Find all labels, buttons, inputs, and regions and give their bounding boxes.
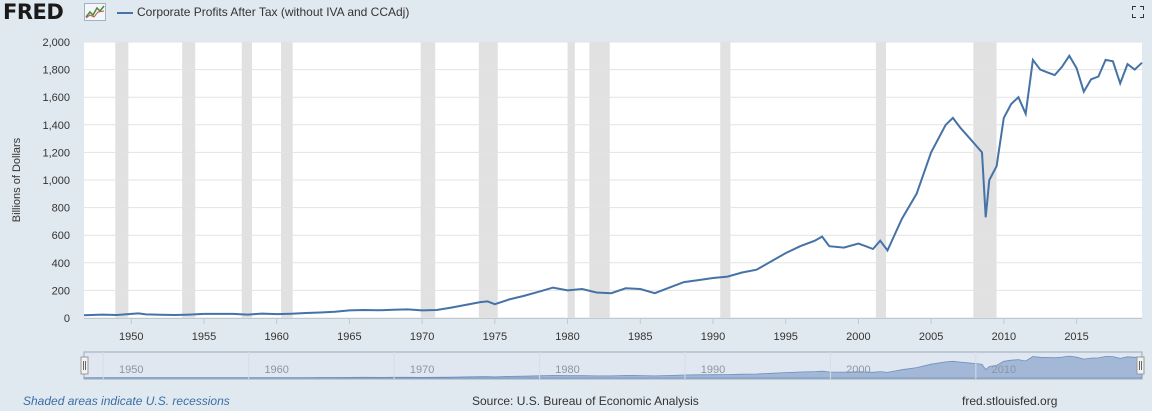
navigator-handle-right[interactable] <box>1136 356 1145 375</box>
y-tick-label: 0 <box>64 313 70 325</box>
x-tick-label: 1990 <box>701 331 725 343</box>
x-tick-label: 1980 <box>555 331 579 343</box>
gridlines <box>84 41 1142 319</box>
x-tick-label: 1970 <box>410 331 434 343</box>
navigator-tick-label: 2000 <box>846 364 870 376</box>
y-tick-label: 400 <box>52 258 70 270</box>
y-tick-label: 1,800 <box>42 65 70 77</box>
y-axis-ticks: 0 200 400 600 800 1,000 1,200 1,400 1,600 1,800 2,… <box>42 37 70 325</box>
x-tick-label: 1975 <box>483 331 507 343</box>
x-tick-label: 1960 <box>264 331 288 343</box>
y-tick-label: 1,400 <box>42 120 70 132</box>
x-tick-label: 1985 <box>628 331 652 343</box>
navigator-ticks: 1950 1960 1970 1980 1990 2000 2010 <box>102 352 1016 379</box>
x-tick-label: 2000 <box>846 331 870 343</box>
y-tick-label: 1,600 <box>42 92 70 104</box>
navigator[interactable]: 1950 1960 1970 1980 1990 2000 2010 <box>80 351 1145 380</box>
legend-line-swatch <box>117 12 133 14</box>
x-tick-label: 2015 <box>1064 331 1088 343</box>
recession-note-link[interactable]: Shaded areas indicate U.S. recessions <box>23 394 230 408</box>
legend-label[interactable]: Corporate Profits After Tax (without IVA… <box>137 5 410 19</box>
x-tick-label: 1955 <box>192 331 216 343</box>
y-tick-label: 600 <box>52 230 70 242</box>
y-tick-label: 1,200 <box>42 147 70 159</box>
series-line[interactable] <box>83 53 1143 317</box>
navigator-tick-label: 2010 <box>992 364 1016 376</box>
x-tick-label: 1965 <box>337 331 361 343</box>
navigator-handle-left[interactable] <box>80 356 89 375</box>
fred-logo[interactable]: FRED <box>3 0 64 24</box>
navigator-tick-label: 1950 <box>119 364 143 376</box>
navigator-tick-label: 1960 <box>264 364 288 376</box>
y-tick-label: 200 <box>52 285 70 297</box>
y-tick-label: 1,000 <box>42 175 70 187</box>
y-tick-label: 2,000 <box>42 37 70 49</box>
x-tick-label: 2005 <box>919 331 943 343</box>
x-tick-label: 2010 <box>992 331 1016 343</box>
x-tick-label: 1950 <box>119 331 143 343</box>
navigator-tick-label: 1980 <box>555 364 579 376</box>
chart-header: FRED Corporate Profits After Tax (withou… <box>0 0 1152 28</box>
navigator-series-area <box>83 355 1143 379</box>
fred-graph-icon <box>84 3 106 21</box>
x-axis-ticks: 1950 1955 1960 1965 1970 1975 1980 1985 1990 1995… <box>119 318 1089 343</box>
navigator-tick-label: 1970 <box>410 364 434 376</box>
x-tick-label: 1995 <box>773 331 797 343</box>
site-link[interactable]: fred.stlouisfed.org <box>962 394 1058 408</box>
navigator-tick-label: 1990 <box>701 364 725 376</box>
source-text: Source: U.S. Bureau of Economic Analysis <box>472 394 699 408</box>
y-axis-label: Billions of Dollars <box>11 137 23 222</box>
y-tick-label: 800 <box>52 203 70 215</box>
